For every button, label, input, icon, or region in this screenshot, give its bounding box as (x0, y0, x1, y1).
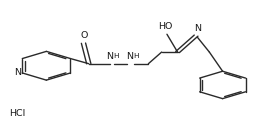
Text: N: N (107, 52, 113, 61)
Text: O: O (80, 31, 88, 40)
Text: N: N (194, 24, 201, 33)
Text: HCl: HCl (9, 109, 25, 118)
Text: N: N (14, 68, 21, 77)
Text: N: N (126, 52, 133, 61)
Text: H: H (113, 53, 118, 59)
Text: H: H (133, 53, 138, 59)
Text: HO: HO (158, 22, 172, 31)
